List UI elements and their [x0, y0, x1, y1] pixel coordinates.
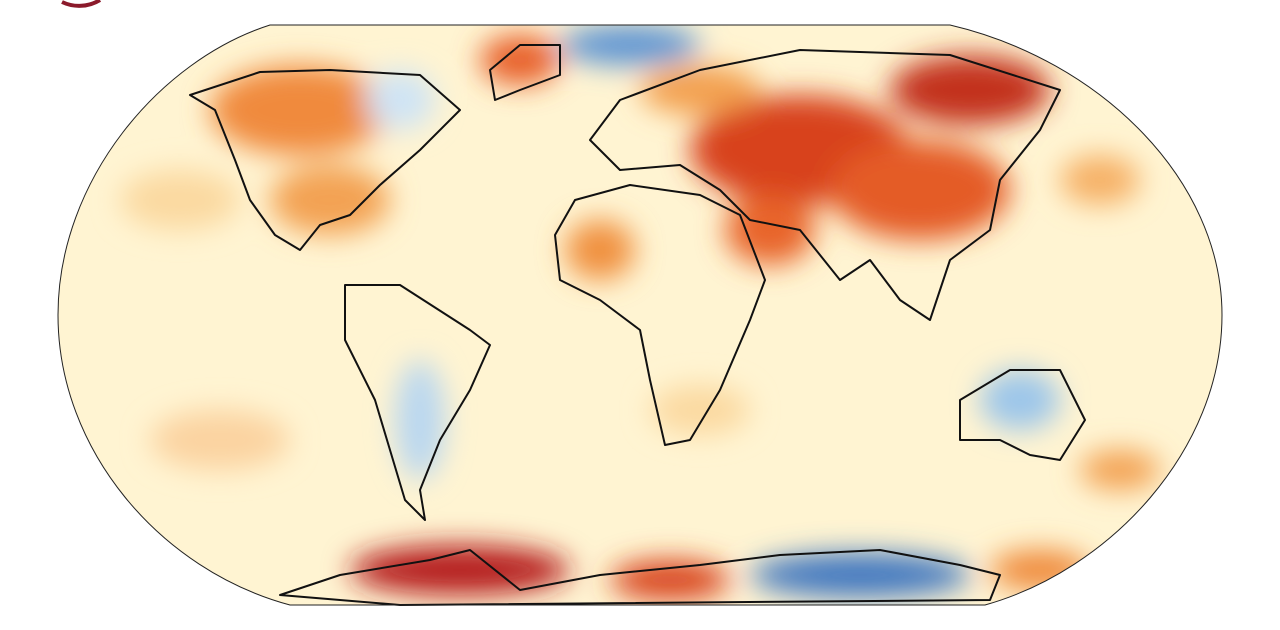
globe-outline [57, 24, 1223, 606]
coastlines [189, 44, 1086, 606]
logo-arc [61, 0, 102, 8]
